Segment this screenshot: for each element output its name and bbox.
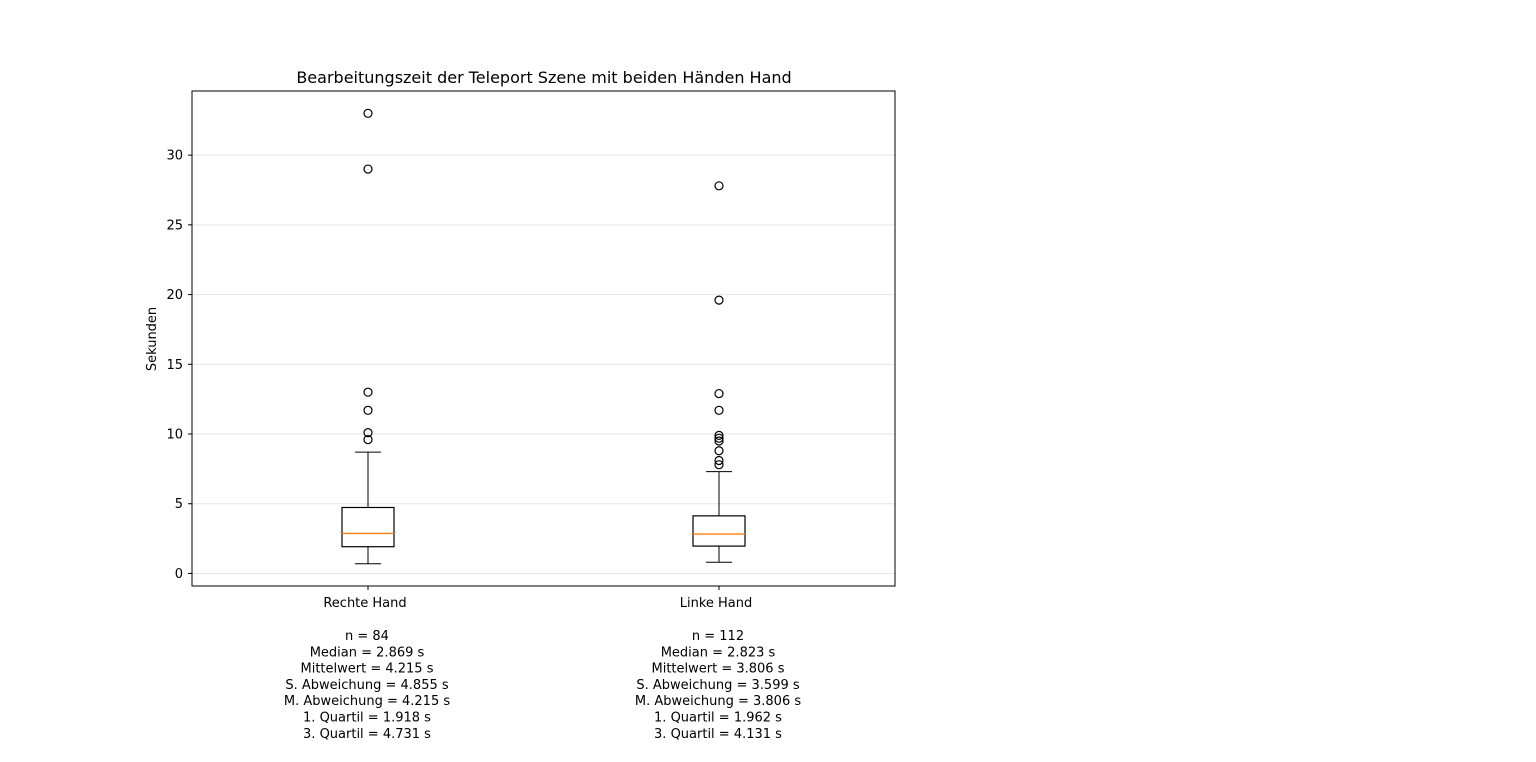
outlier-point bbox=[714, 405, 724, 415]
outlier-point bbox=[363, 387, 373, 397]
outlier-point bbox=[714, 433, 724, 443]
stat-line: M. Abweichung = 3.806 s bbox=[635, 694, 801, 709]
stat-line: Mittelwert = 4.215 s bbox=[301, 662, 434, 677]
outlier-point bbox=[714, 460, 724, 470]
stat-line: 3. Quartil = 4.131 s bbox=[654, 727, 782, 742]
outlier-point bbox=[363, 434, 373, 445]
stat-line: S. Abweichung = 3.599 s bbox=[636, 678, 800, 693]
y-tick-label: 30 bbox=[166, 149, 183, 164]
stat-line: S. Abweichung = 4.855 s bbox=[285, 678, 449, 693]
stat-line: 1. Quartil = 1.962 s bbox=[654, 711, 782, 726]
y-tick-label: 5 bbox=[175, 497, 183, 512]
outlier-point bbox=[363, 405, 373, 415]
y-axis: 0 5 10 15 20 25 30 bbox=[166, 149, 192, 582]
outlier-point bbox=[714, 430, 724, 441]
y-tick-label: 20 bbox=[166, 288, 183, 303]
y-tick-label: 0 bbox=[175, 567, 183, 582]
box-group bbox=[341, 108, 395, 565]
outlier-point bbox=[714, 388, 724, 399]
box-group bbox=[692, 181, 746, 563]
y-tick-label: 10 bbox=[166, 428, 183, 443]
stat-line: Median = 2.869 s bbox=[310, 645, 425, 660]
stat-line: 1. Quartil = 1.918 s bbox=[303, 711, 431, 726]
stat-line: Mittelwert = 3.806 s bbox=[652, 662, 785, 677]
outlier-point bbox=[714, 455, 724, 466]
plot-frame bbox=[191, 90, 896, 587]
stat-line: Median = 2.823 s bbox=[661, 645, 776, 660]
box-iqr bbox=[341, 506, 395, 548]
y-tick-label: 15 bbox=[166, 358, 183, 373]
y-axis-label: Sekunden bbox=[145, 307, 160, 371]
grid-lines bbox=[192, 154, 895, 574]
x-tick-label: Rechte Hand bbox=[323, 596, 406, 611]
chart-title: Bearbeitungszeit der Teleport Szene mit … bbox=[296, 68, 791, 87]
outlier-point bbox=[714, 295, 724, 305]
outlier-point bbox=[714, 436, 724, 446]
y-tick-label: 25 bbox=[166, 218, 183, 233]
stat-line: M. Abweichung = 4.215 s bbox=[284, 694, 450, 709]
x-tick-label: Linke Hand bbox=[680, 596, 753, 611]
stat-line: n = 84 bbox=[345, 629, 389, 644]
outlier-point bbox=[714, 446, 724, 456]
outlier-point bbox=[714, 181, 724, 191]
box-iqr bbox=[692, 515, 746, 547]
stat-line: 3. Quartil = 4.731 s bbox=[303, 727, 431, 742]
outlier-point bbox=[363, 108, 373, 118]
outlier-point bbox=[363, 164, 373, 174]
stat-line: n = 112 bbox=[692, 629, 744, 644]
boxes bbox=[341, 108, 746, 565]
outlier-point bbox=[363, 428, 373, 438]
